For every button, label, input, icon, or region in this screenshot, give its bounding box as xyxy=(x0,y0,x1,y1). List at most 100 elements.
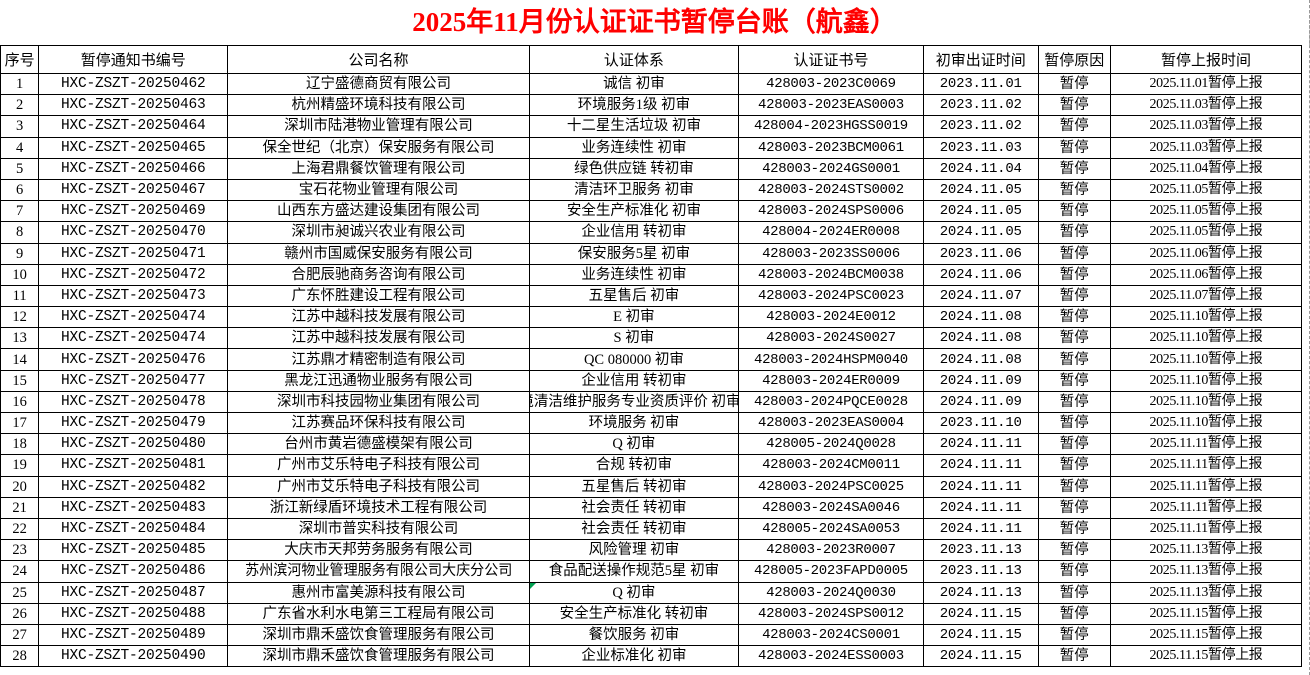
cell-system[interactable]: 清洁环卫服务 初审 xyxy=(528,178,739,202)
cell-reason[interactable]: 暂停 xyxy=(1037,496,1111,519)
cell-reason[interactable]: 暂停 xyxy=(1037,284,1111,308)
cell-notice-no[interactable]: HXC-ZSZT-20250489 xyxy=(38,623,229,647)
cell-report-date[interactable]: 2025.11.05暂停上报 xyxy=(1109,178,1303,202)
cell-index[interactable]: 8 xyxy=(0,221,40,244)
cell-reason[interactable]: 暂停 xyxy=(1037,263,1111,286)
cell-cert-no[interactable]: 428003-2024GS0001 xyxy=(737,157,924,180)
cell-issue-date[interactable]: 2024.11.05 xyxy=(922,221,1039,244)
cell-index[interactable]: 27 xyxy=(0,623,40,647)
cell-index[interactable]: 4 xyxy=(0,136,40,159)
cell-system[interactable]: 五星售后 转初审 xyxy=(528,475,739,498)
cell-company[interactable]: 深圳市鼎禾盛饮食管理服务有限公司 xyxy=(227,645,530,668)
cell-cert-no[interactable]: 428003-2024PSC0025 xyxy=(737,475,924,498)
cell-issue-date[interactable]: 2023.11.01 xyxy=(922,72,1039,96)
cell-system[interactable]: 企业信用 转初审 xyxy=(528,369,739,392)
cell-company[interactable]: 杭州精盛环境科技有限公司 xyxy=(227,94,530,117)
cell-company[interactable]: 山西东方盛达建设集团有限公司 xyxy=(227,200,530,223)
cell-notice-no[interactable]: HXC-ZSZT-20250483 xyxy=(38,496,229,519)
cell-company[interactable]: 深圳市普实科技有限公司 xyxy=(227,517,530,541)
cell-reason[interactable]: 暂停 xyxy=(1037,200,1111,223)
cell-cert-no[interactable]: 428003-2024PQCE0028 xyxy=(737,390,924,414)
cell-reason[interactable]: 暂停 xyxy=(1037,560,1111,583)
column-header-company[interactable]: 公司名称 xyxy=(227,45,530,74)
cell-issue-date[interactable]: 2024.11.15 xyxy=(922,602,1039,625)
cell-cert-no[interactable]: 428003-2023C0069 xyxy=(737,72,924,96)
cell-company[interactable]: 惠州市富美源科技有限公司 xyxy=(227,581,530,604)
cell-notice-no[interactable]: HXC-ZSZT-20250490 xyxy=(38,645,229,668)
cell-system[interactable]: Q 初审 xyxy=(528,433,739,456)
cell-report-date[interactable]: 2025.11.05暂停上报 xyxy=(1109,221,1303,244)
cell-index[interactable]: 26 xyxy=(0,602,40,625)
cell-index[interactable]: 16 xyxy=(0,390,40,414)
cell-company[interactable]: 广州市艾乐特电子科技有限公司 xyxy=(227,475,530,498)
cell-reason[interactable]: 暂停 xyxy=(1037,411,1111,435)
cell-company[interactable]: 苏州滨河物业管理服务有限公司大庆分公司 xyxy=(227,560,530,583)
cell-cert-no[interactable]: 428003-2023EAS0003 xyxy=(737,94,924,117)
cell-reason[interactable]: 暂停 xyxy=(1037,602,1111,625)
cell-company[interactable]: 江苏赛品环保科技有限公司 xyxy=(227,411,530,435)
cell-reason[interactable]: 暂停 xyxy=(1037,517,1111,541)
cell-company[interactable]: 辽宁盛德商贸有限公司 xyxy=(227,72,530,96)
cell-reason[interactable]: 暂停 xyxy=(1037,157,1111,180)
cell-system[interactable]: 保安服务5星 初审 xyxy=(528,242,739,265)
cell-report-date[interactable]: 2025.11.07暂停上报 xyxy=(1109,284,1303,308)
cell-notice-no[interactable]: HXC-ZSZT-20250474 xyxy=(38,327,229,350)
cell-system[interactable]: 合规 转初审 xyxy=(528,454,739,477)
cell-notice-no[interactable]: HXC-ZSZT-20250477 xyxy=(38,369,229,392)
cell-reason[interactable]: 暂停 xyxy=(1037,242,1111,265)
cell-company[interactable]: 江苏中越科技发展有限公司 xyxy=(227,306,530,329)
cell-notice-no[interactable]: HXC-ZSZT-20250484 xyxy=(38,517,229,541)
cell-report-date[interactable]: 2025.11.15暂停上报 xyxy=(1109,623,1303,647)
cell-system[interactable]: 企业信用 转初审 xyxy=(528,221,739,244)
column-header-system[interactable]: 认证体系 xyxy=(528,45,739,74)
cell-issue-date[interactable]: 2024.11.04 xyxy=(922,157,1039,180)
cell-company[interactable]: 浙江新绿盾环境技术工程有限公司 xyxy=(227,496,530,519)
cell-system[interactable]: QC 080000 初审 xyxy=(528,348,739,371)
cell-issue-date[interactable]: 2024.11.11 xyxy=(922,496,1039,519)
cell-company[interactable]: 广东省水利水电第三工程局有限公司 xyxy=(227,602,530,625)
cell-system[interactable]: 环境服务1级 初审 xyxy=(528,94,739,117)
cell-company[interactable]: 江苏中越科技发展有限公司 xyxy=(227,327,530,350)
cell-index[interactable]: 9 xyxy=(0,242,40,265)
cell-company[interactable]: 宝石花物业管理有限公司 xyxy=(227,178,530,202)
cell-reason[interactable]: 暂停 xyxy=(1037,539,1111,562)
cell-system[interactable]: 环境清洁维护服务专业资质评价 初审 xyxy=(528,390,739,414)
cell-cert-no[interactable]: 428003-2023SS0006 xyxy=(737,242,924,265)
cell-reason[interactable]: 暂停 xyxy=(1037,178,1111,202)
cell-reason[interactable]: 暂停 xyxy=(1037,136,1111,159)
cell-notice-no[interactable]: HXC-ZSZT-20250467 xyxy=(38,178,229,202)
cell-index[interactable]: 11 xyxy=(0,284,40,308)
cell-index[interactable]: 14 xyxy=(0,348,40,371)
cell-cert-no[interactable]: 428003-2024ER0009 xyxy=(737,369,924,392)
cell-report-date[interactable]: 2025.11.06暂停上报 xyxy=(1109,263,1303,286)
cell-report-date[interactable]: 2025.11.10暂停上报 xyxy=(1109,411,1303,435)
cell-system[interactable]: 绿色供应链 转初审 xyxy=(528,157,739,180)
cell-index[interactable]: 24 xyxy=(0,560,40,583)
cell-index[interactable]: 22 xyxy=(0,517,40,541)
cell-reason[interactable]: 暂停 xyxy=(1037,623,1111,647)
cell-index[interactable]: 19 xyxy=(0,454,40,477)
cell-cert-no[interactable]: 428003-2024SA0046 xyxy=(737,496,924,519)
cell-issue-date[interactable]: 2024.11.15 xyxy=(922,623,1039,647)
cell-index[interactable]: 6 xyxy=(0,178,40,202)
cell-report-date[interactable]: 2025.11.13暂停上报 xyxy=(1109,539,1303,562)
cell-report-date[interactable]: 2025.11.13暂停上报 xyxy=(1109,560,1303,583)
cell-notice-no[interactable]: HXC-ZSZT-20250470 xyxy=(38,221,229,244)
cell-company[interactable]: 黑龙江迅通物业服务有限公司 xyxy=(227,369,530,392)
cell-notice-no[interactable]: HXC-ZSZT-20250465 xyxy=(38,136,229,159)
cell-company[interactable]: 深圳市鼎禾盛饮食管理服务有限公司 xyxy=(227,623,530,647)
cell-issue-date[interactable]: 2024.11.08 xyxy=(922,348,1039,371)
cell-index[interactable]: 20 xyxy=(0,475,40,498)
cell-system[interactable]: Q 初审 xyxy=(528,581,739,604)
cell-company[interactable]: 上海君鼎餐饮管理有限公司 xyxy=(227,157,530,180)
column-header-reason[interactable]: 暂停原因 xyxy=(1037,45,1111,74)
cell-report-date[interactable]: 2025.11.03暂停上报 xyxy=(1109,115,1303,138)
cell-issue-date[interactable]: 2023.11.10 xyxy=(922,411,1039,435)
cell-reason[interactable]: 暂停 xyxy=(1037,645,1111,668)
cell-issue-date[interactable]: 2024.11.15 xyxy=(922,645,1039,668)
cell-company[interactable]: 深圳市陆港物业管理有限公司 xyxy=(227,115,530,138)
cell-system[interactable]: 企业标准化 初审 xyxy=(528,645,739,668)
cell-index[interactable]: 15 xyxy=(0,369,40,392)
cell-report-date[interactable]: 2025.11.13暂停上报 xyxy=(1109,581,1303,604)
cell-cert-no[interactable]: 428003-2024E0012 xyxy=(737,306,924,329)
